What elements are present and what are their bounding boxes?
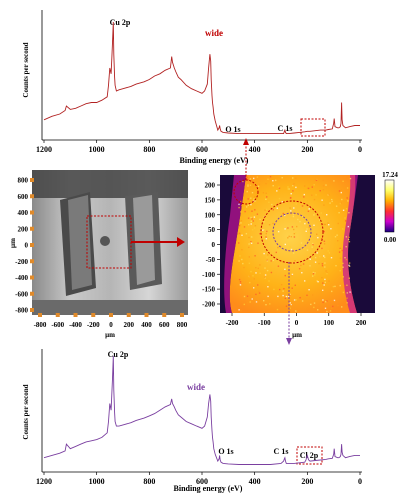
x-tick-label: 600 (159, 321, 170, 329)
x-tick-label: 0 (358, 477, 362, 486)
x-tick-label: 400 (141, 321, 152, 329)
map-inner-circle (272, 212, 312, 252)
x-tick-label: 0 (295, 319, 299, 327)
bottom-c1s-annotation: C 1s (274, 447, 289, 456)
x-tick (162, 313, 167, 317)
bottom-x-ticks: 1200 1000 800 600 400 200 0 (36, 472, 362, 486)
bottom-x-label: Binding energy (eV) (174, 484, 243, 493)
x-tick-label: 1200 (36, 145, 52, 154)
x-tick-label: -200 (87, 321, 100, 329)
y-tick-label: 0 (25, 242, 29, 250)
bottom-cu2p-annotation: Cu 2p (108, 350, 129, 359)
top-cu2p-annotation: Cu 2p (110, 18, 131, 27)
optical-y-label: µm (9, 238, 17, 248)
y-tick (30, 178, 34, 182)
y-tick-label: 600 (18, 193, 29, 201)
y-tick-label: -600 (15, 290, 28, 298)
sample-spot (100, 236, 110, 246)
x-tick-label: 400 (249, 145, 261, 154)
y-tick-label: -150 (202, 286, 215, 294)
top-y-label: Counts per second (22, 42, 30, 97)
x-tick-label: 600 (196, 477, 208, 486)
x-tick-label: -200 (226, 319, 239, 327)
y-tick-label: 0 (212, 241, 216, 249)
map-large-circle (260, 200, 324, 264)
y-tick-label: 100 (205, 211, 216, 219)
y-tick-label: -400 (15, 274, 28, 282)
top-spectrum-line (43, 21, 360, 135)
bottom-spectrum-panel: Counts per second wide Cu 2p O 1s C 1s C… (22, 349, 362, 493)
bottom-y-label: Counts per second (22, 384, 30, 439)
bottom-o1s-annotation: O 1s (218, 447, 233, 456)
x-tick-label: 200 (301, 477, 313, 486)
y-tick-label: -800 (15, 307, 28, 315)
y-tick-label: 50 (208, 226, 216, 234)
x-tick-label: 1200 (36, 477, 52, 486)
y-tick-label: 200 (205, 182, 216, 190)
top-x-label: Binding energy (eV) (180, 156, 249, 165)
x-tick-label: 200 (356, 319, 367, 327)
y-tick-label: 200 (18, 225, 29, 233)
optical-x-label: µm (105, 331, 115, 339)
colorbar-max: 17.24 (382, 171, 398, 179)
y-tick-label: -50 (206, 256, 216, 264)
x-tick-label: -400 (69, 321, 82, 329)
bottom-wide-label: wide (187, 382, 205, 392)
top-wide-label: wide (205, 28, 223, 38)
y-tick (30, 275, 34, 280)
top-highlight-box (300, 118, 326, 137)
top-x-ticks: 1200 1000 800 600 400 200 0 (36, 140, 362, 154)
x-tick-label: 0 (109, 321, 113, 329)
y-tick (30, 210, 34, 215)
x-tick (55, 313, 60, 317)
xps-map-panel: µm -200 -100 0 100 200 200 150 100 50 0 -50 -100 -15… (202, 138, 398, 345)
optical-ticks: -800 -600 -400 -200 0 200 400 600 800 800 600 400 20… (15, 177, 188, 330)
x-tick-label: 200 (124, 321, 135, 329)
colorbar (384, 179, 395, 233)
y-tick (30, 194, 34, 199)
top-o1s-annotation: O 1s (225, 125, 240, 134)
y-tick-label: 150 (205, 196, 216, 204)
x-tick-label: 800 (143, 477, 155, 486)
y-tick-label: -200 (202, 301, 215, 309)
y-tick-label: -200 (15, 258, 28, 266)
y-tick-label: -100 (202, 271, 215, 279)
x-tick (109, 313, 113, 317)
x-tick (126, 313, 131, 317)
x-tick-label: -600 (51, 321, 64, 329)
top-c1s-annotation: C 1s (278, 124, 293, 133)
x-tick-label: 0 (358, 145, 362, 154)
y-tick (30, 308, 34, 312)
x-tick (73, 313, 78, 317)
map-x-label: µm (292, 331, 302, 339)
x-tick-label: -800 (34, 321, 47, 329)
top-spectrum-panel: Counts per second wide Cu 2p O 1s C 1s 1… (22, 10, 362, 165)
y-tick (30, 259, 34, 264)
x-tick-label: 400 (249, 477, 261, 486)
x-tick-label: 100 (324, 319, 335, 327)
y-tick (30, 243, 34, 247)
x-tick (91, 313, 96, 317)
map-ticks: -200 -100 0 100 200 200 150 100 50 0 -50 -100 -150 -2… (202, 182, 367, 328)
y-tick-label: 800 (18, 177, 29, 185)
x-tick-label: 1000 (89, 477, 105, 486)
x-tick-label: 800 (177, 321, 188, 329)
bottom-cl2p-annotation: Cl 2p (300, 451, 319, 460)
bottom-highlight-box (296, 446, 323, 465)
x-tick (38, 313, 42, 317)
y-tick (30, 226, 34, 231)
x-tick (144, 313, 149, 317)
x-tick-label: 200 (301, 145, 313, 154)
y-tick-label: 400 (18, 209, 29, 217)
x-tick-label: 1000 (89, 145, 105, 154)
x-tick-label: 600 (196, 145, 208, 154)
x-tick (180, 313, 184, 317)
bottom-spectrum-line (43, 355, 360, 465)
x-tick-label: 800 (143, 145, 155, 154)
colorbar-min: 0.00 (384, 236, 397, 244)
x-tick-label: -100 (258, 319, 271, 327)
y-tick (30, 291, 34, 296)
optical-image-panel: µm µm -800 -600 -400 -200 0 200 400 600 800 800 60… (9, 170, 188, 339)
